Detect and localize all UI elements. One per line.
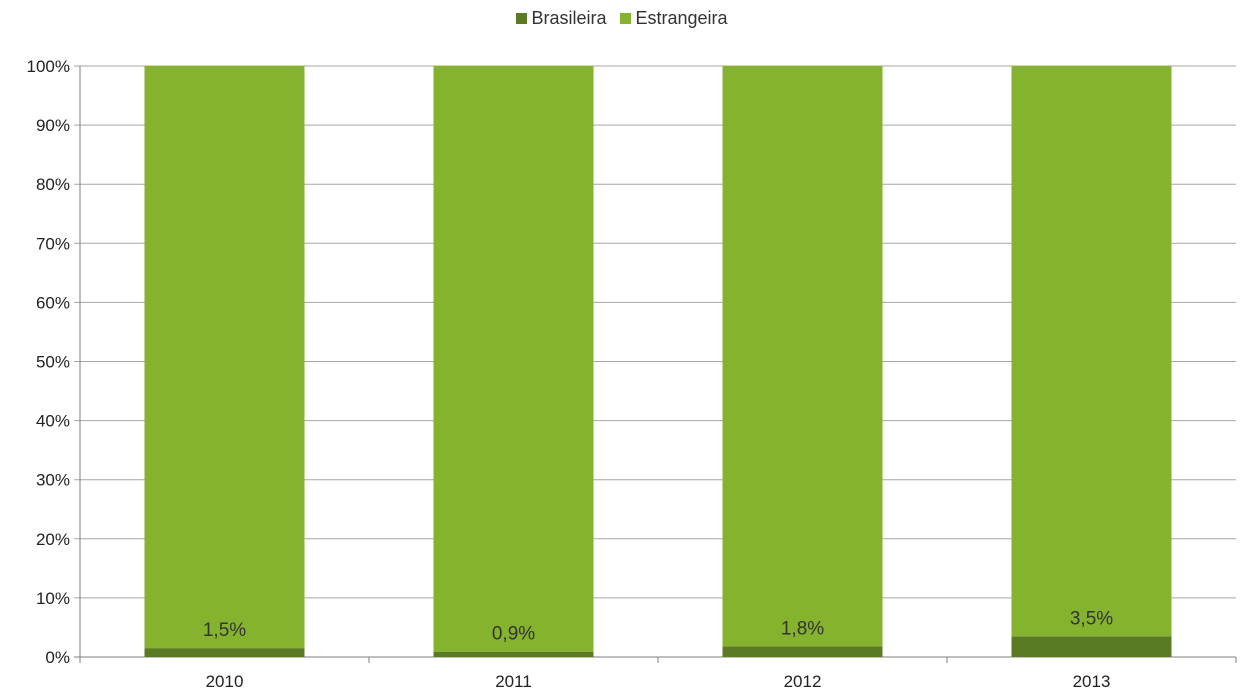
y-tick-label: 0% [45,648,70,667]
y-tick-label: 50% [36,353,70,372]
legend: Brasileira Estrangeira [0,8,1244,29]
legend-label-estrangeira: Estrangeira [635,8,728,28]
bar-estrangeira-2012 [722,66,883,647]
legend-swatch-brasileira [516,13,528,24]
bar-brasileira-2010 [144,648,305,657]
data-label-brasileira-2011: 0,9% [492,624,535,645]
legend-item-brasileira: Brasileira [516,8,606,29]
bar-brasileira-2013 [1011,636,1172,657]
legend-item-estrangeira: Estrangeira [620,8,728,29]
y-tick-label: 40% [36,412,70,431]
y-tick-label: 70% [36,234,70,253]
bar-brasileira-2011 [433,651,594,657]
y-tick-label: 20% [36,530,70,549]
x-tick-label: 2013 [1073,672,1111,691]
x-tick-label: 2011 [495,672,532,691]
x-tick-label: 2010 [206,672,244,691]
legend-label-brasileira: Brasileira [531,8,607,28]
bar-brasileira-2012 [722,646,883,657]
y-tick-label: 10% [36,589,70,608]
bar-estrangeira-2011 [433,66,594,652]
y-tick-label: 80% [36,175,70,194]
data-label-brasileira-2012: 1,8% [781,618,824,639]
y-tick-label: 90% [36,116,70,135]
y-tick-label: 100% [27,57,70,76]
data-label-brasileira-2010: 1,5% [203,620,246,641]
data-label-brasileira-2013: 3,5% [1070,608,1113,629]
legend-swatch-estrangeira [620,13,632,24]
bar-estrangeira-2013 [1011,66,1172,637]
bar-estrangeira-2010 [144,66,305,649]
x-tick-label: 2012 [784,672,822,691]
y-tick-label: 30% [36,471,70,490]
y-tick-label: 60% [36,293,70,312]
